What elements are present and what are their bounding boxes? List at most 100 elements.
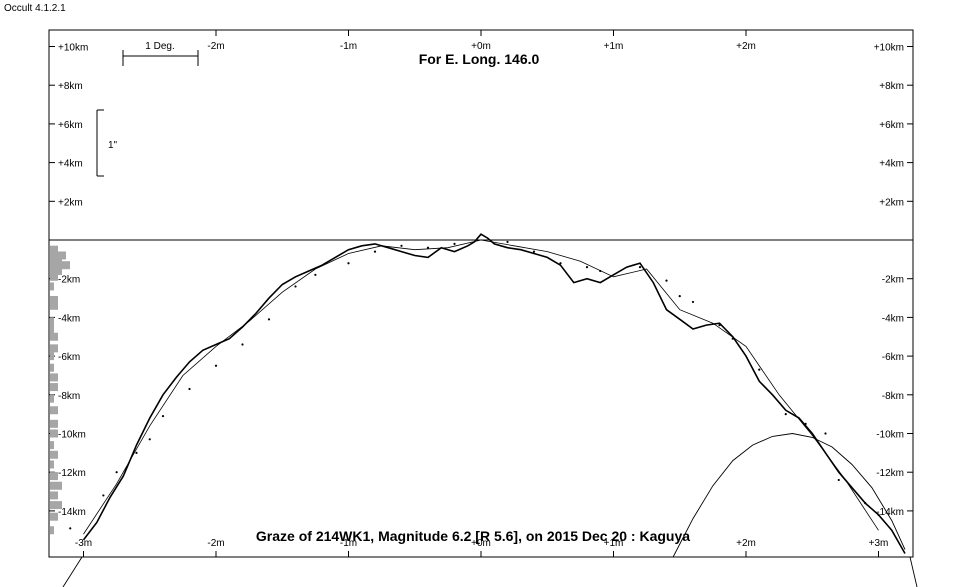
predicted-point (214, 364, 218, 367)
predicted-point (638, 265, 642, 269)
right-y-tick-label: -6km (882, 352, 904, 363)
histogram-bar (50, 272, 58, 281)
histogram-bar (50, 245, 58, 254)
top-x-tick-label: -2m (207, 41, 224, 52)
histogram-bar (50, 491, 58, 500)
predicted-point (314, 273, 317, 276)
right-y-tick-label: -8km (882, 391, 904, 402)
histogram-bar (50, 344, 58, 353)
bottom-x-tick-label: -3m (75, 538, 92, 549)
predicted-point (837, 478, 840, 482)
predicted-point (824, 432, 827, 435)
limb-histogram (50, 245, 70, 535)
shadow-arc-line (672, 433, 906, 558)
bottom-x-tick-label: -2m (207, 538, 224, 549)
left-y-tick-label: -4km (58, 313, 80, 324)
histogram-bar (50, 266, 62, 275)
degree-scale-bar: 1 Deg. (122, 41, 199, 66)
histogram-bar (50, 325, 54, 334)
histogram-bar (50, 255, 62, 264)
right-y-tick-label: +6km (879, 120, 904, 131)
histogram-bar (50, 441, 54, 450)
predicted-point (453, 242, 456, 245)
chart-caption: Graze of 214WK1, Magnitude 6.2 [R 5.6], … (256, 528, 690, 544)
right-y-tick-label: -12km (876, 468, 904, 479)
corner-line-right (909, 556, 918, 587)
left-y-tick-label: +8km (58, 81, 83, 92)
left-y-tick-label: -8km (58, 391, 80, 402)
left-y-tick-label: +4km (58, 159, 83, 170)
histogram-bar (50, 332, 58, 341)
predicted-point (559, 262, 562, 265)
left-y-tick-label: -10km (58, 430, 86, 441)
bottom-x-tick-label: +0m (471, 538, 491, 549)
left-y-tick-label: +10km (58, 43, 88, 54)
predicted-point (691, 300, 695, 304)
right-y-tick-label: -2km (882, 275, 904, 286)
app-title: Occult 4.1.2.1 (4, 3, 66, 14)
histogram-bar (50, 352, 54, 361)
right-y-ticks: +10km +8km +6km +4km +2km -2km -4km -6km -8km -10… (874, 43, 913, 518)
histogram-bar (50, 383, 58, 392)
top-x-tick-label: +0m (471, 41, 491, 52)
predicted-point (102, 494, 105, 497)
histogram-bar (50, 282, 54, 291)
limb-profile-line (82, 233, 906, 554)
histogram-bar (50, 526, 54, 535)
predicted-point (69, 527, 72, 530)
histogram-bar (50, 501, 62, 510)
top-x-tick-label: +1m (604, 41, 624, 52)
bottom-x-tick-label: +1m (604, 538, 624, 549)
left-y-tick-label: -12km (58, 468, 86, 479)
predicted-point (241, 343, 244, 346)
predicted-points (69, 240, 880, 530)
predicted-point (665, 279, 668, 282)
histogram-bar (50, 419, 58, 428)
predicted-point (784, 413, 787, 416)
predicted-point (678, 295, 681, 298)
histogram-bar (50, 295, 58, 304)
histogram-bar (50, 481, 62, 490)
right-y-tick-label: +2km (879, 197, 904, 208)
histogram-bar (50, 472, 58, 481)
predicted-point (148, 438, 151, 441)
predicted-point (347, 262, 350, 265)
histogram-bar (50, 450, 58, 459)
predicted-point (267, 318, 271, 321)
histogram-bar (50, 317, 54, 326)
plot-frame (48, 29, 914, 558)
histogram-bar (50, 429, 58, 438)
left-y-tick-label: -2km (58, 275, 80, 286)
bottom-x-ticks: -3m -2m -1m +0m +1m +2m +3m (75, 538, 888, 557)
right-y-tick-label: +8km (879, 81, 904, 92)
predicted-point (373, 250, 377, 253)
predicted-point (115, 471, 118, 474)
right-y-tick-label: +10km (874, 43, 904, 54)
right-y-tick-label: -4km (882, 313, 904, 324)
top-x-tick-label: +2m (736, 41, 756, 52)
predicted-point (188, 387, 191, 391)
left-y-tick-label: +2km (58, 197, 83, 208)
histogram-bar (50, 512, 58, 521)
degree-scale-label: 1 Deg. (145, 41, 174, 52)
right-y-tick-label: +4km (879, 159, 904, 170)
bottom-x-tick-label: +3m (869, 538, 889, 549)
right-y-tick-label: -10km (876, 430, 904, 441)
left-y-tick-label: -14km (58, 507, 86, 518)
predicted-point (400, 244, 403, 247)
top-x-tick-label: -1m (340, 41, 357, 52)
histogram-bar (50, 363, 54, 372)
histogram-bar (50, 373, 58, 382)
predicted-point (135, 451, 138, 454)
histogram-bar (50, 394, 54, 403)
arcsec-scale-label: 1" (108, 140, 118, 151)
left-y-tick-label: -6km (58, 352, 80, 363)
histogram-bar (50, 301, 58, 310)
predicted-point (426, 246, 430, 249)
predicted-point (294, 285, 297, 288)
bottom-x-tick-label: -1m (340, 538, 357, 549)
predicted-point (161, 414, 165, 418)
right-y-tick-label: -14km (876, 507, 904, 518)
predicted-point (506, 240, 509, 244)
